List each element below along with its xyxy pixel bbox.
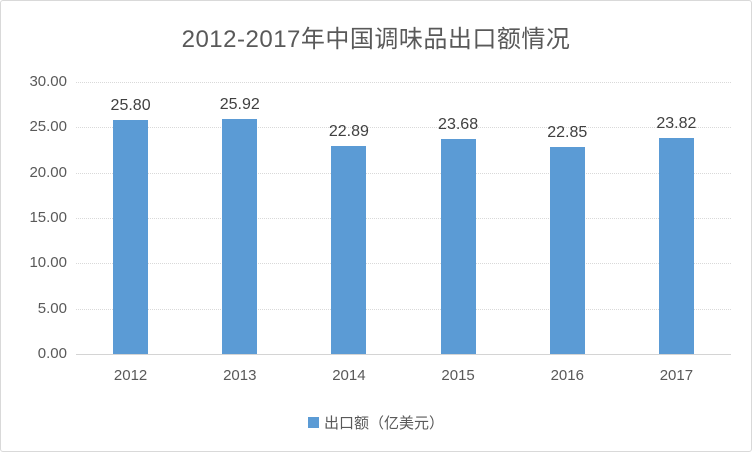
bar-2013 — [222, 119, 258, 354]
y-tick-label: 25.00 — [29, 118, 67, 136]
y-tick-label: 20.00 — [29, 163, 67, 181]
gridline-0.00 — [76, 354, 731, 355]
x-tick-label-2017: 2017 — [659, 367, 694, 384]
y-tick-label: 0.00 — [37, 345, 67, 362]
bar-2012 — [113, 120, 149, 354]
gridline-5.00 — [76, 308, 731, 310]
gridline-10.00 — [76, 263, 731, 265]
bar-2017 — [658, 138, 694, 354]
bar-value-label-2015: 23.68 — [438, 116, 479, 134]
x-tick-label-2015: 2015 — [441, 367, 475, 384]
legend-marker-icon — [307, 417, 319, 428]
y-tick-label: 15.00 — [29, 209, 67, 226]
gridline-15.00 — [76, 218, 731, 219]
gridline-20.00 — [76, 172, 731, 174]
gridline-25.00 — [76, 127, 731, 129]
bar-2014 — [331, 146, 367, 354]
bar-2016 — [549, 146, 585, 354]
x-tick-label-2013: 2013 — [223, 367, 257, 384]
y-tick-label: 10.00 — [29, 254, 67, 272]
y-tick-label: 30.00 — [29, 73, 67, 90]
x-tick-label-2016: 2016 — [550, 367, 584, 384]
bar-value-label-2014: 22.89 — [328, 123, 369, 141]
bar-value-label-2013: 25.92 — [219, 96, 260, 113]
chart-title: 2012-2017年中国调味品出口额情况 — [181, 26, 571, 53]
x-tick-label-2012: 2012 — [113, 367, 148, 384]
bar-value-label-2017: 23.82 — [656, 115, 697, 133]
x-tick-label-2014: 2014 — [332, 367, 366, 384]
bar-value-label-2012: 25.80 — [110, 97, 151, 115]
plot-area: 25.80 25.92 22.89 23.68 22.85 23.82 — [76, 82, 731, 355]
bar-2015 — [440, 139, 476, 354]
legend-series-label: 出口额（亿美元） — [323, 415, 444, 432]
gridline-30.00 — [76, 82, 731, 83]
legend: 出口额（亿美元） — [1, 412, 751, 433]
y-tick-label: 5.00 — [37, 299, 67, 317]
bar-value-label-2016: 22.85 — [547, 123, 588, 141]
